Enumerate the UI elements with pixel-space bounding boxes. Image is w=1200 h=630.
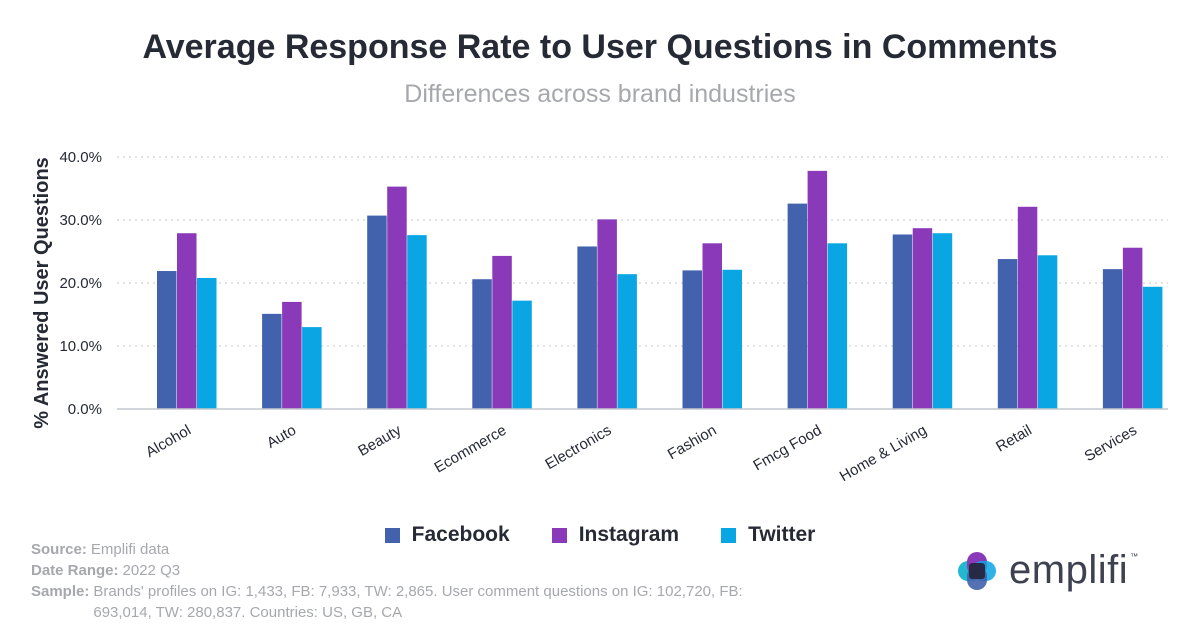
bar-twitter [722, 269, 742, 409]
bar-instagram [282, 301, 302, 409]
legend-label: Instagram [578, 523, 680, 546]
emplifi-logo-text: emplifi [1009, 548, 1129, 592]
date-range-note: Date Range: 2022 Q3 [31, 560, 753, 581]
bar-facebook [997, 259, 1018, 409]
bar-twitter [932, 233, 953, 409]
y-tick-label: 10.0% [59, 338, 102, 355]
sample-label: Sample: [31, 583, 90, 600]
bar-facebook [1102, 269, 1123, 409]
source-note: Source: Emplifi data [31, 539, 753, 560]
source-label: Source: [31, 541, 87, 558]
chart-title: Average Response Rate to User Questions … [142, 28, 1058, 66]
bar-instagram [597, 219, 617, 409]
bar-facebook [682, 270, 702, 409]
bar-chart: 0.0% 10.0% 20.0% 30.0% 40.0% % Answered User … [31, 149, 1168, 485]
footer-notes: Source: Emplifi data Date Range: 2022 Q3… [31, 539, 753, 623]
x-tick-label: Auto [264, 422, 299, 452]
trademark-symbol: ™ [1130, 552, 1139, 561]
x-tick-label: Fashion [665, 422, 720, 463]
bar-instagram [912, 228, 933, 409]
x-tick-label: Electronics [542, 422, 614, 473]
y-tick-label: 20.0% [59, 275, 102, 292]
legend-item-twitter: Twitter [721, 523, 815, 547]
emplifi-logo: emplifi ™ [955, 548, 1138, 593]
bar-twitter [1142, 286, 1163, 409]
y-tick-label: 30.0% [59, 212, 102, 229]
source-text: Emplifi data [90, 541, 170, 558]
x-tick-label: Ecommerce [431, 422, 509, 477]
legend-item-facebook: Facebook [384, 523, 510, 547]
legend-label: Twitter [748, 523, 816, 546]
bar-facebook [577, 246, 597, 409]
legend-swatch [384, 527, 400, 543]
x-tick-label: Retail [993, 422, 1035, 456]
bar-twitter [617, 274, 637, 409]
bar-facebook [787, 203, 808, 409]
bar-instagram [702, 243, 722, 409]
bar-twitter [197, 277, 217, 409]
bar-instagram [492, 255, 512, 409]
x-tick-label: Home & Living [837, 422, 930, 485]
x-tick-label: Services [1082, 422, 1140, 465]
bar-instagram [387, 186, 407, 409]
bar-facebook [472, 279, 492, 409]
x-tick-label: Beauty [355, 421, 404, 459]
bar-twitter [512, 300, 532, 409]
bar-twitter [827, 243, 848, 409]
legend-item-instagram: Instagram [551, 523, 680, 547]
bar-instagram [1122, 247, 1143, 409]
bar-twitter [302, 327, 322, 409]
x-tick-label: Alcohol [143, 422, 194, 461]
sample-text: Brands' profiles on IG: 1,433, FB: 7,933… [93, 583, 743, 621]
date-range-label: Date Range: [31, 562, 119, 579]
emplifi-logo-icon [958, 551, 996, 590]
chart-subtitle: Differences across brand industries [404, 80, 796, 108]
bar-facebook [892, 234, 913, 409]
bars [157, 170, 1163, 409]
bar-twitter [1037, 255, 1058, 409]
legend: Facebook Instagram Twitter [0, 523, 1200, 547]
bar-facebook [262, 313, 282, 409]
bar-instagram [1017, 206, 1038, 409]
date-range-text: 2022 Q3 [122, 562, 181, 579]
bar-instagram [177, 233, 197, 409]
bar-twitter [407, 235, 427, 409]
bar-facebook [367, 215, 387, 409]
x-tick-label: Fmcg Food [750, 422, 824, 475]
y-tick-label: 40.0% [59, 149, 102, 166]
legend-label: Facebook [411, 523, 510, 546]
legend-swatch [721, 527, 737, 543]
y-axis-title: % Answered User Questions [31, 157, 53, 429]
bar-facebook [157, 271, 177, 409]
legend-swatch [551, 527, 567, 543]
y-tick-label: 0.0% [68, 401, 102, 418]
sample-note: Sample: Brands' profiles on IG: 1,433, F… [31, 581, 753, 623]
bar-instagram [807, 170, 828, 409]
